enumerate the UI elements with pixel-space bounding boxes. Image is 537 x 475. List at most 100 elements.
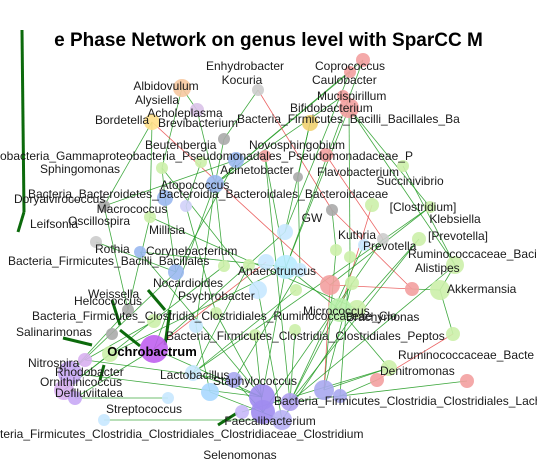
node-label: Bifidobacterium — [290, 101, 373, 115]
network-edge — [103, 121, 153, 207]
node-label: Rhodobacter — [55, 365, 124, 379]
node-label: Bacteria_Firmicutes_Clostridia_Clostridi… — [274, 394, 537, 408]
network-edge — [153, 183, 216, 350]
network-node — [134, 246, 146, 258]
network-edge-strong — [163, 309, 172, 346]
node-label: Caulobacter — [312, 73, 377, 87]
node-label: Corynebacterium — [146, 244, 237, 258]
network-node — [98, 414, 110, 426]
network-edge-strong — [16, 211, 26, 233]
network-node — [339, 98, 359, 118]
network-node — [102, 346, 118, 362]
network-edge — [223, 89, 259, 140]
network-edge — [149, 121, 153, 218]
network-node — [106, 328, 118, 340]
node-label: Bacteria_Firmicutes_Clostridia_Clostridi… — [32, 309, 397, 323]
node-label: Sphingomonas — [40, 162, 120, 176]
network-edge — [297, 176, 301, 271]
network-node — [356, 53, 370, 67]
network-edge-strong — [146, 289, 167, 311]
node-label: Bacteria_Bacteroidetes_Bacteroidia_Bacte… — [28, 187, 389, 201]
network-edge — [153, 231, 286, 350]
network-node — [272, 410, 292, 430]
network-edge — [323, 367, 390, 391]
network-node — [185, 365, 201, 381]
network-node — [370, 373, 384, 387]
node-label: Akkermansia — [447, 282, 517, 296]
network-edge — [331, 209, 413, 290]
network-node — [156, 162, 168, 174]
network-edge — [195, 325, 211, 393]
network-edge — [325, 154, 384, 240]
network-node — [243, 259, 255, 271]
network-edge — [289, 238, 420, 403]
network-node — [258, 254, 274, 270]
network-node — [381, 360, 397, 376]
node-label: [Clostridium] — [390, 200, 457, 214]
network-node — [358, 239, 370, 251]
network-edge — [161, 167, 259, 291]
network-node — [195, 156, 207, 168]
network-edge — [331, 209, 337, 251]
network-edge — [323, 249, 337, 391]
network-node — [218, 260, 230, 272]
node-label: Kuthria — [338, 228, 376, 242]
network-edge — [348, 107, 351, 258]
node-label: Bacteria_Firmicutes_Bacilli_Bacillales — [8, 254, 209, 268]
node-label: Macrococcus — [97, 202, 168, 216]
node-label: Albidovulum — [133, 79, 198, 93]
network-node — [377, 233, 389, 245]
node-label: Doryalvirococcus — [14, 192, 105, 206]
network-edge — [233, 269, 301, 381]
network-node — [397, 160, 409, 172]
network-node — [68, 391, 82, 405]
node-label: Prevotella — [363, 239, 417, 253]
node-label: Rothia — [95, 242, 130, 256]
network-node — [122, 304, 134, 316]
network-edge-strong — [119, 328, 141, 348]
network-node — [289, 324, 301, 336]
network-node — [98, 200, 110, 212]
network-node — [302, 115, 318, 131]
network-node — [348, 300, 366, 318]
network-node — [190, 103, 204, 117]
network-node — [144, 114, 160, 130]
network-edge — [214, 183, 225, 267]
network-node — [424, 201, 436, 213]
network-edge — [339, 309, 390, 369]
network-edge — [262, 238, 384, 413]
node-label: Ruminococcaceae_Bacte — [398, 348, 534, 362]
figure-title: e Phase Network on genus level with Spar… — [54, 30, 483, 51]
node-label: Klebsiella — [429, 212, 481, 226]
node-label: Bacteria_Firmicutes_Bacilli_Bacillales_B… — [237, 112, 460, 126]
network-node — [345, 276, 359, 290]
network-edge — [285, 107, 350, 268]
network-node — [281, 393, 299, 411]
edge-layer — [16, 29, 468, 427]
network-node — [162, 392, 174, 404]
network-edge — [103, 159, 237, 207]
node-label: Novosphingobium — [249, 138, 345, 152]
node-label: Denitromonas — [380, 364, 455, 378]
node-label: Salinarimonas — [16, 325, 92, 339]
network-node — [147, 314, 161, 328]
node-label: Enhydrobacter — [206, 59, 284, 73]
node-label: Atopococcus — [161, 178, 230, 192]
network-edge — [285, 59, 364, 268]
node-label: Alysiella — [135, 93, 179, 107]
node-layer — [54, 53, 474, 430]
node-label: Helcococcus — [74, 294, 142, 308]
network-node — [290, 284, 302, 296]
network-edge — [175, 159, 237, 273]
node-label: Brachymonas — [346, 310, 419, 324]
network-edge — [84, 320, 155, 361]
network-edge — [196, 109, 216, 185]
network-edge — [195, 183, 216, 327]
node-label: Nitrospira — [28, 356, 80, 370]
label-layer: Enhydrobacter Coprococcus Kocuria Caulobact… — [0, 59, 537, 462]
network-edge — [348, 107, 431, 208]
network-edge-strong — [20, 29, 26, 213]
node-label: Beutenbergia — [145, 138, 217, 152]
network-edge — [289, 329, 296, 403]
